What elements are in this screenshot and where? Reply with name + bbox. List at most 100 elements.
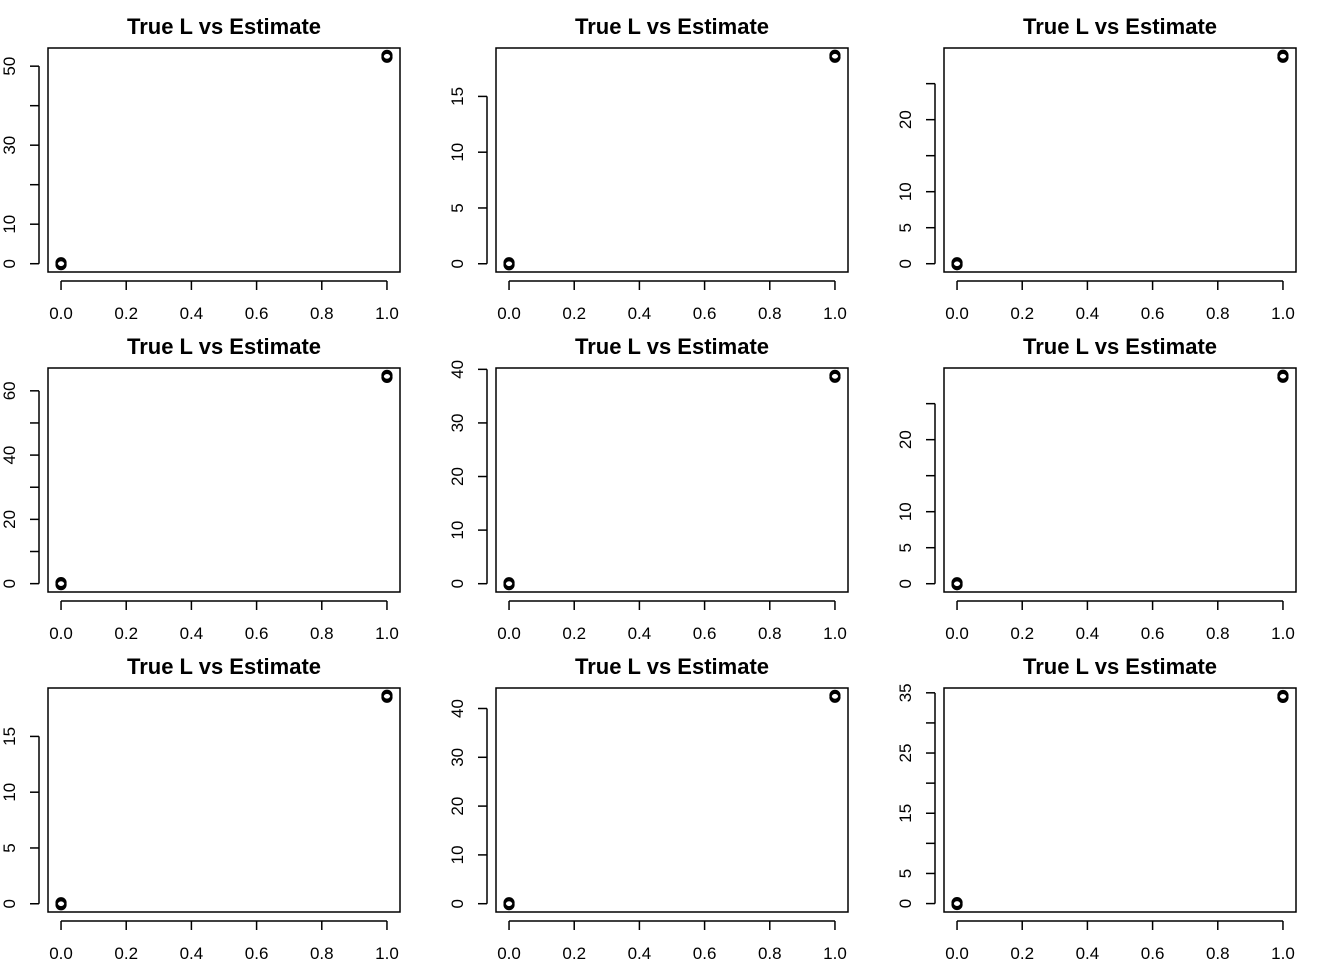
y-tick-label: 5	[896, 223, 915, 232]
plot-frame	[495, 47, 849, 273]
x-tick-label: 0.6	[1141, 304, 1165, 323]
y-tick-label: 40	[448, 360, 467, 379]
data-point	[829, 369, 841, 383]
x-tick-label: 0.8	[758, 944, 782, 960]
y-tick-label: 0	[448, 899, 467, 908]
plot-frame	[943, 367, 1297, 593]
data-point	[829, 49, 841, 63]
x-tick-label: 0.4	[1076, 944, 1100, 960]
y-tick-label: 10	[0, 215, 19, 234]
x-tick-label: 0.0	[49, 304, 73, 323]
panel-4: True L vs Estimate 0.0 0.2 0.4 0.6 0.8 1.0 0 20 4…	[0, 334, 401, 643]
data-point	[503, 577, 515, 591]
x-tick-label: 0.6	[1141, 944, 1165, 960]
y-tick-label: 10	[448, 845, 467, 864]
x-tick-label: 1.0	[375, 944, 399, 960]
y-tick-label: 0	[896, 579, 915, 588]
x-tick-label: 0.8	[1206, 624, 1230, 643]
plot-frame	[495, 367, 849, 593]
x-tick-label: 0.2	[1010, 944, 1034, 960]
plot-frame	[47, 687, 401, 913]
data-point	[829, 689, 841, 703]
data-point	[381, 49, 393, 63]
x-tick-label: 0.6	[693, 624, 717, 643]
y-tick-label: 0	[0, 579, 19, 588]
x-tick-label: 0.4	[628, 944, 652, 960]
y-tick-label: 0	[448, 579, 467, 588]
data-point	[55, 897, 67, 911]
x-tick-label: 0.0	[49, 944, 73, 960]
x-tick-label: 0.8	[758, 624, 782, 643]
x-tick-label: 0.0	[497, 624, 521, 643]
data-point	[503, 897, 515, 911]
x-tick-label: 1.0	[823, 944, 847, 960]
panel-5: True L vs Estimate 0.0 0.2 0.4 0.6 0.8 1.0 0 10 2…	[448, 334, 849, 643]
y-tick-label: 20	[896, 110, 915, 129]
y-tick-label: 40	[448, 699, 467, 718]
x-tick-label: 0.8	[758, 304, 782, 323]
panel-title: True L vs Estimate	[127, 14, 321, 39]
y-tick-label: 0	[0, 899, 19, 908]
panel-6: True L vs Estimate 0.0 0.2 0.4 0.6 0.8 1.0 0 5 10…	[896, 334, 1297, 643]
plot-frame	[943, 687, 1297, 913]
panel-title: True L vs Estimate	[127, 334, 321, 359]
y-tick-label: 0	[896, 899, 915, 908]
data-point	[503, 257, 515, 271]
x-tick-label: 0.2	[562, 304, 586, 323]
data-point	[381, 689, 393, 703]
y-tick-label: 5	[448, 203, 467, 212]
x-tick-label: 0.4	[180, 944, 204, 960]
x-tick-label: 0.4	[628, 304, 652, 323]
y-tick-label: 50	[0, 57, 19, 76]
y-tick-label: 10	[0, 783, 19, 802]
x-tick-label: 1.0	[823, 624, 847, 643]
x-tick-label: 0.2	[114, 944, 138, 960]
x-tick-label: 0.8	[1206, 944, 1230, 960]
y-tick-label: 10	[448, 521, 467, 540]
panel-title: True L vs Estimate	[1023, 14, 1217, 39]
x-tick-label: 1.0	[1271, 304, 1295, 323]
x-tick-label: 0.0	[945, 304, 969, 323]
x-tick-label: 0.8	[310, 944, 334, 960]
x-tick-label: 0.8	[310, 624, 334, 643]
x-tick-label: 0.4	[628, 624, 652, 643]
x-tick-label: 0.8	[310, 304, 334, 323]
x-tick-label: 0.6	[245, 944, 269, 960]
plot-frame	[47, 47, 401, 273]
panel-3: True L vs Estimate 0.0 0.2 0.4 0.6 0.8 1.0 0 5 10…	[896, 14, 1297, 323]
y-tick-label: 20	[448, 467, 467, 486]
data-point	[951, 896, 963, 911]
panel-title: True L vs Estimate	[575, 334, 769, 359]
y-tick-label: 5	[0, 843, 19, 852]
panel-7: True L vs Estimate 0.0 0.2 0.4 0.6 0.8 1.0 0 5 10…	[0, 654, 401, 960]
x-tick-label: 0.6	[693, 944, 717, 960]
x-tick-label: 0.6	[245, 624, 269, 643]
panel-title: True L vs Estimate	[1023, 654, 1217, 679]
data-point	[55, 257, 67, 271]
y-tick-label: 0	[896, 259, 915, 268]
data-point	[951, 577, 963, 591]
data-point	[1277, 689, 1289, 704]
panel-2: True L vs Estimate 0.0 0.2 0.4 0.6 0.8 1.0 0 5 10…	[448, 14, 849, 323]
x-tick-label: 0.8	[1206, 304, 1230, 323]
y-tick-label: 60	[0, 381, 19, 400]
x-tick-label: 0.0	[49, 624, 73, 643]
x-tick-label: 0.0	[497, 304, 521, 323]
x-tick-label: 0.6	[1141, 624, 1165, 643]
plot-frame	[495, 687, 849, 913]
x-tick-label: 0.6	[245, 304, 269, 323]
y-tick-label: 20	[0, 510, 19, 529]
data-point	[381, 369, 393, 383]
y-tick-label: 40	[0, 446, 19, 465]
y-tick-label: 5	[896, 543, 915, 552]
y-tick-label: 30	[448, 413, 467, 432]
y-tick-label: 20	[896, 430, 915, 449]
x-tick-label: 0.4	[180, 624, 204, 643]
panel-title: True L vs Estimate	[127, 654, 321, 679]
x-tick-label: 1.0	[375, 624, 399, 643]
x-tick-label: 0.6	[693, 304, 717, 323]
x-tick-label: 0.2	[1010, 304, 1034, 323]
data-point	[55, 577, 67, 591]
y-tick-label: 10	[448, 143, 467, 162]
